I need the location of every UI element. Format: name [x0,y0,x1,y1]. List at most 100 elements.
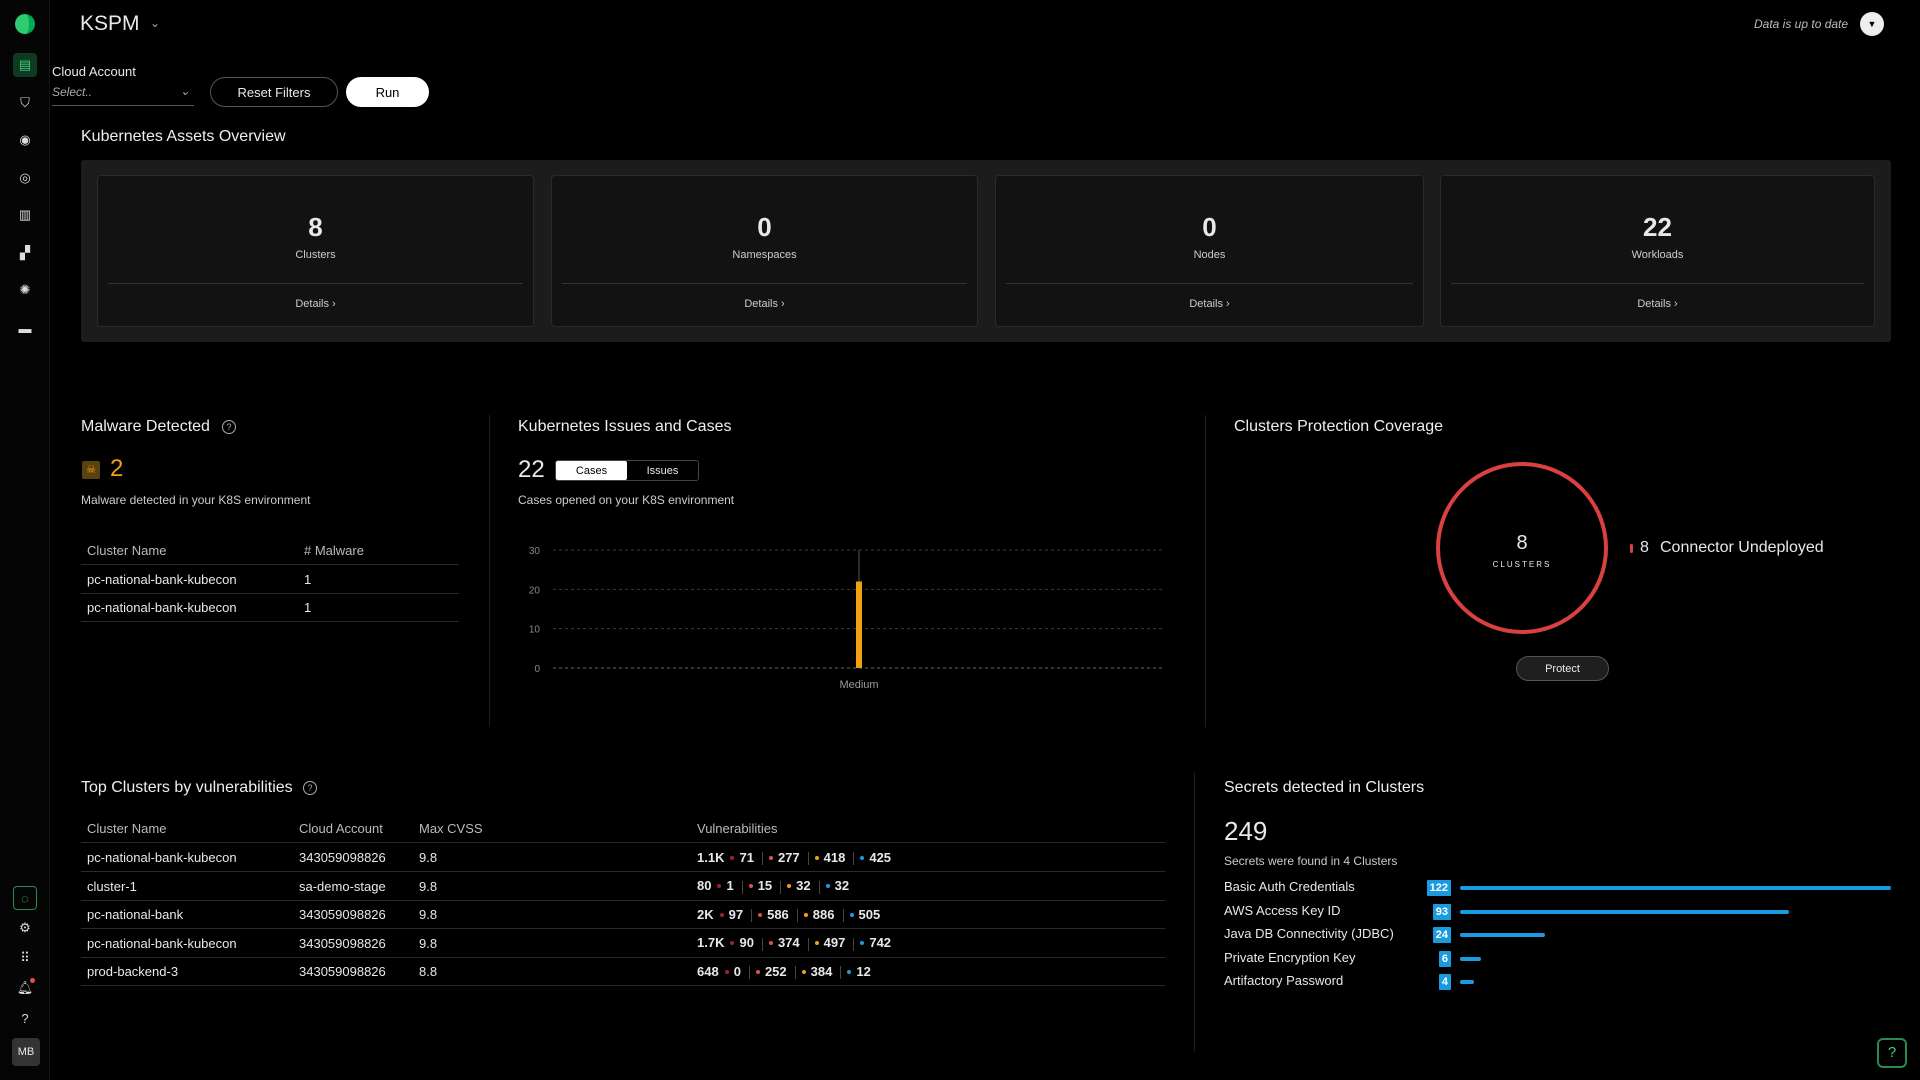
cluster-name: pc-national-bank-kubecon [87,600,237,615]
critical-count: 71 [739,849,754,865]
issues-chart: 0 10 20 30 Medium [529,546,1165,691]
vuln-total: 1.7K [697,935,725,951]
low-dot [849,912,854,917]
low-dot [860,855,865,860]
cloud-account-select[interactable]: Select.. ⌄ [52,82,194,106]
bell-icon[interactable]: 🔔︎ [16,980,34,995]
table-row[interactable]: prod-backend-3 343059098826 8.8 648 0 252 3… [81,958,1165,986]
asset-value: 0 [757,212,772,242]
asset-card-workloads: 22 Workloads Details › [1440,175,1875,327]
table-row[interactable]: cluster-1 sa-demo-stage 9.8 80 1 15 32 32 [81,873,1165,901]
column-header: Max CVSS [419,821,483,836]
column-header: # Malware [304,543,364,558]
column-header: Cluster Name [87,821,167,836]
skull-icon: ☠ [82,461,100,479]
legend-swatch [1630,544,1633,553]
avatar[interactable]: MB [12,1038,40,1066]
secret-bar [1460,933,1545,937]
column-header: Cluster Name [87,543,167,558]
medium-dot [801,969,806,974]
secret-row[interactable]: Private Encryption Key 6 [1224,950,1894,970]
network-icon[interactable]: ✺ [19,282,31,297]
asset-label: Namespaces [732,249,797,261]
high-count: 374 [777,935,800,951]
details-link[interactable]: Details › [1637,298,1678,310]
help-icon[interactable]: ? [21,1010,29,1026]
secret-row[interactable]: Basic Auth Credentials 122 [1224,879,1894,899]
table-row[interactable]: pc-national-bank-kubecon 1 [81,566,459,594]
assets-panel: 8 Clusters Details › 0 Namespaces Details › … [81,160,1891,342]
max-cvss: 9.8 [419,935,438,951]
assets-title: Kubernetes Assets Overview [81,128,286,145]
malware-description: Malware detected in your K8S environment [81,493,311,507]
asset-value: 22 [1643,212,1672,242]
apps-grid-icon[interactable]: ⠿ [20,950,30,965]
dashboard-icon[interactable]: ▤ [13,53,37,77]
secret-count-badge: 93 [1432,903,1451,920]
cloud-account: 343059098826 [299,907,386,922]
table-row[interactable]: pc-national-bank-kubecon 343059098826 9.… [81,844,1165,872]
cluster-name: pc-national-bank [87,907,184,922]
inventory-icon[interactable]: ▞ [20,245,30,260]
reset-filters-button[interactable]: Reset Filters [210,77,338,107]
high-dot [748,884,753,889]
help-chat-button[interactable]: ? [1877,1038,1907,1068]
tab-cases[interactable]: Cases [556,461,627,480]
help-icon[interactable]: ? [303,781,317,795]
medium-dot [787,884,792,889]
status-dropdown-button[interactable]: ▼ [1860,12,1884,36]
low-dot [825,884,830,889]
secret-bar [1460,886,1891,890]
gear-icon[interactable]: ⚙ [19,920,31,935]
details-link[interactable]: Details › [1189,298,1230,310]
cluster-name: pc-national-bank-kubecon [87,572,237,587]
malware-title: Malware Detected [81,418,210,435]
secret-row[interactable]: AWS Access Key ID 93 [1224,903,1894,923]
clipboard-icon[interactable]: ▥ [18,207,32,222]
secret-row[interactable]: Artifactory Password 4 [1224,973,1894,993]
y-tick-label: 0 [534,664,540,675]
eye-icon[interactable]: ◉ [19,132,31,147]
app-title[interactable]: KSPM [80,12,140,35]
high-count: 277 [777,849,800,865]
secret-row[interactable]: Java DB Connectivity (JDBC) 24 [1224,926,1894,946]
legend-label: Connector Undeployed [1660,539,1824,556]
bar-medium[interactable] [856,581,862,668]
details-link[interactable]: Details › [744,298,785,310]
chevron-down-icon[interactable]: ⌄ [150,16,161,30]
tab-issues[interactable]: Issues [646,464,679,477]
table-row[interactable]: pc-national-bank-kubecon 1 [81,594,459,622]
help-icon[interactable]: ? [222,420,236,434]
medium-dot [803,912,808,917]
shield-alert-icon[interactable]: ⛉ [20,95,30,110]
cluster-name: pc-national-bank-kubecon [87,850,237,865]
cloud-account: 343059098826 [299,850,386,865]
secret-count-badge: 122 [1426,880,1451,896]
notification-dot [30,978,35,983]
cloud-account-label: Cloud Account [52,64,136,79]
critical-count: 0 [733,963,741,979]
vuln-table-header: Cluster Name Cloud Account Max CVSS Vuln… [81,815,1165,843]
max-cvss: 8.8 [419,964,438,979]
protect-button[interactable]: Protect [1516,656,1609,681]
max-cvss: 9.8 [419,907,438,922]
medium-count: 32 [796,878,811,894]
issues-count: 22 [518,456,545,483]
vulnerabilities: 2K 97 586 886 505 [697,907,880,923]
y-tick-label: 30 [529,546,541,557]
table-row[interactable]: pc-national-bank-kubecon 343059098826 9.… [81,930,1165,958]
details-link[interactable]: Details › [295,298,336,310]
table-row[interactable]: pc-national-bank 343059098826 9.8 2K 97 58… [81,901,1165,929]
asset-card-namespaces: 0 Namespaces Details › [551,175,978,327]
medium-dot [814,855,819,860]
legend-value: 8 [1640,539,1649,556]
radar-icon[interactable]: ◌ [13,886,37,910]
malware-table-header: Cluster Name # Malware [81,537,459,565]
secret-bar [1460,980,1475,984]
window-icon[interactable]: ▬ [18,320,32,336]
asset-label: Nodes [1193,249,1226,261]
run-button[interactable]: Run [346,77,429,107]
target-icon[interactable]: ◎ [19,170,31,185]
high-count: 15 [757,878,773,894]
secret-count-badge: 24 [1432,927,1451,943]
